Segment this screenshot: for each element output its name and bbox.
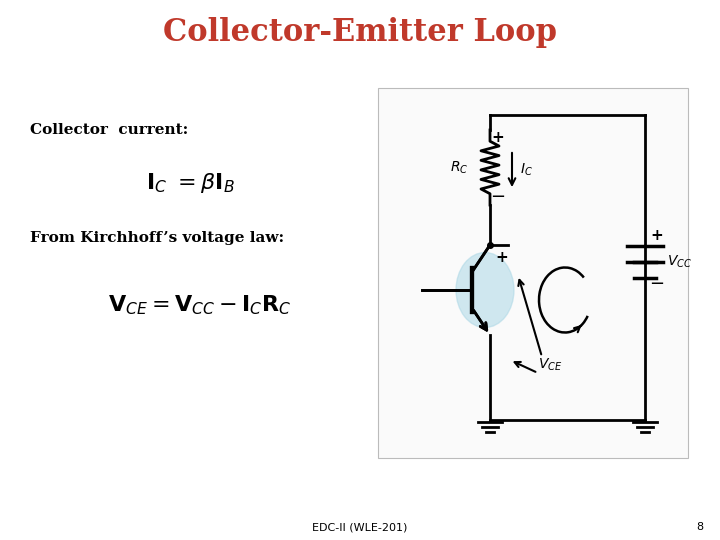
Text: −: − [490,188,505,206]
Text: Collector-Emitter Loop: Collector-Emitter Loop [163,17,557,48]
Text: $V_{CE}$: $V_{CE}$ [538,357,562,373]
FancyBboxPatch shape [378,88,688,458]
Text: $R_C$: $R_C$ [449,159,468,176]
Text: EDC-II (WLE-201): EDC-II (WLE-201) [312,522,408,532]
Text: $\mathbf{I}_C \ =\beta \mathbf{I}_B$: $\mathbf{I}_C \ =\beta \mathbf{I}_B$ [145,171,235,195]
Text: +: + [495,249,508,265]
Text: $\mathbf{V}_{CE} = \mathbf{V}_{CC} - \mathbf{I}_C\mathbf{R}_C$: $\mathbf{V}_{CE} = \mathbf{V}_{CC} - \ma… [109,293,292,317]
Ellipse shape [456,253,514,327]
Text: Collector  current:: Collector current: [30,123,188,137]
Text: −: − [649,275,665,293]
Text: From Kirchhoff’s voltage law:: From Kirchhoff’s voltage law: [30,231,284,245]
Text: $V_{CC}$: $V_{CC}$ [667,254,692,270]
Text: 8: 8 [696,522,703,532]
Text: +: + [651,228,663,244]
Text: $I_C$: $I_C$ [520,162,533,178]
Text: +: + [492,131,505,145]
